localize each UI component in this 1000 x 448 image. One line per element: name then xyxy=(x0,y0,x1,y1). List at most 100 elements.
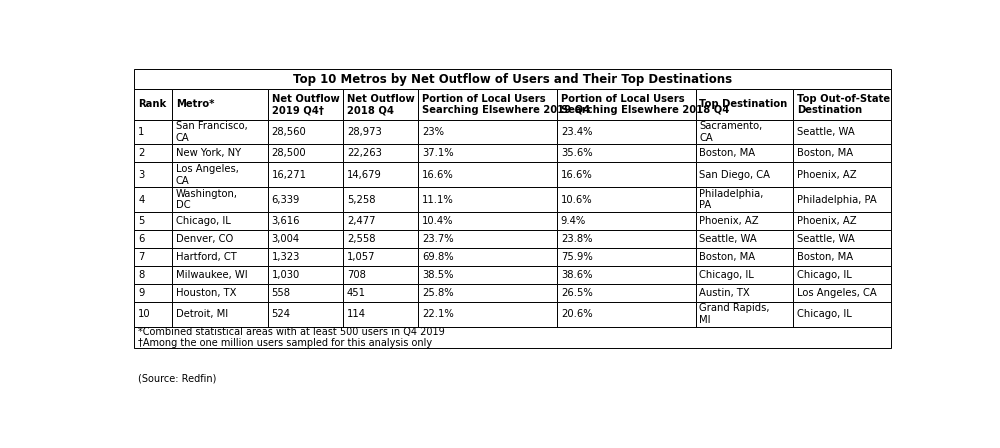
Bar xyxy=(696,89,793,120)
Bar xyxy=(557,212,696,230)
Text: 114: 114 xyxy=(347,309,366,319)
Bar xyxy=(172,120,268,145)
Text: 8: 8 xyxy=(138,270,144,280)
Text: 28,500: 28,500 xyxy=(272,148,306,159)
Bar xyxy=(696,230,793,248)
Bar xyxy=(557,145,696,163)
Text: Austin, TX: Austin, TX xyxy=(699,288,750,298)
Text: 1,323: 1,323 xyxy=(272,252,300,262)
Text: 20.6%: 20.6% xyxy=(561,309,592,319)
Text: 2,558: 2,558 xyxy=(347,234,375,244)
Bar xyxy=(134,266,172,284)
Text: Grand Rapids,
MI: Grand Rapids, MI xyxy=(699,303,770,325)
Text: Boston, MA: Boston, MA xyxy=(699,148,756,159)
Text: 3,616: 3,616 xyxy=(272,216,300,226)
Bar xyxy=(343,187,418,212)
Text: 16.6%: 16.6% xyxy=(422,170,454,180)
Bar xyxy=(172,284,268,302)
Bar xyxy=(343,120,418,145)
Bar xyxy=(268,302,343,327)
Bar xyxy=(557,187,696,212)
Text: Boston, MA: Boston, MA xyxy=(797,252,853,262)
Text: Sacramento,
CA: Sacramento, CA xyxy=(699,121,763,143)
Text: 524: 524 xyxy=(272,309,291,319)
Text: Chicago, IL: Chicago, IL xyxy=(699,270,754,280)
Bar xyxy=(696,302,793,327)
Bar xyxy=(793,187,891,212)
Text: Chicago, IL: Chicago, IL xyxy=(797,270,852,280)
Bar xyxy=(418,248,557,266)
Bar xyxy=(134,145,172,163)
Bar xyxy=(172,187,268,212)
Bar xyxy=(793,266,891,284)
Bar xyxy=(696,163,793,187)
Bar xyxy=(343,230,418,248)
Text: Portion of Local Users
Searching Elsewhere 2019 Q4: Portion of Local Users Searching Elsewhe… xyxy=(422,94,591,115)
Text: 22,263: 22,263 xyxy=(347,148,382,159)
Bar xyxy=(343,248,418,266)
Bar xyxy=(418,212,557,230)
Bar xyxy=(268,120,343,145)
Text: Detroit, MI: Detroit, MI xyxy=(176,309,228,319)
Text: Rank: Rank xyxy=(138,99,166,109)
Text: San Diego, CA: San Diego, CA xyxy=(699,170,770,180)
Bar xyxy=(343,266,418,284)
Bar xyxy=(343,212,418,230)
Bar xyxy=(172,266,268,284)
Text: Phoenix, AZ: Phoenix, AZ xyxy=(797,170,857,180)
Text: 1,057: 1,057 xyxy=(347,252,375,262)
Text: 5: 5 xyxy=(138,216,145,226)
Text: Portion of Local Users
Searching Elsewhere 2018 Q4: Portion of Local Users Searching Elsewhe… xyxy=(561,94,729,115)
Text: 10.6%: 10.6% xyxy=(561,195,592,205)
Text: 5,258: 5,258 xyxy=(347,195,375,205)
Bar xyxy=(343,145,418,163)
Text: 1,030: 1,030 xyxy=(272,270,300,280)
Text: 11.1%: 11.1% xyxy=(422,195,454,205)
Text: Top Out-of-State
Destination: Top Out-of-State Destination xyxy=(797,94,890,115)
Bar xyxy=(172,163,268,187)
Text: 23.4%: 23.4% xyxy=(561,127,592,137)
Bar xyxy=(557,163,696,187)
Text: New York, NY: New York, NY xyxy=(176,148,241,159)
Text: Seattle, WA: Seattle, WA xyxy=(699,234,757,244)
Bar xyxy=(172,248,268,266)
Bar xyxy=(793,248,891,266)
Text: 9: 9 xyxy=(138,288,145,298)
Text: Boston, MA: Boston, MA xyxy=(699,252,756,262)
Bar xyxy=(268,212,343,230)
Text: 9.4%: 9.4% xyxy=(561,216,586,226)
Text: 451: 451 xyxy=(347,288,366,298)
Bar xyxy=(793,302,891,327)
Text: 38.5%: 38.5% xyxy=(422,270,454,280)
Bar xyxy=(793,89,891,120)
Bar xyxy=(268,145,343,163)
Bar xyxy=(696,248,793,266)
Text: Boston, MA: Boston, MA xyxy=(797,148,853,159)
Text: 35.6%: 35.6% xyxy=(561,148,592,159)
Bar xyxy=(696,145,793,163)
Text: 2: 2 xyxy=(138,148,145,159)
Bar xyxy=(793,212,891,230)
Text: 25.8%: 25.8% xyxy=(422,288,454,298)
Bar xyxy=(134,187,172,212)
Text: 6: 6 xyxy=(138,234,145,244)
Text: Seattle, WA: Seattle, WA xyxy=(797,234,855,244)
Bar xyxy=(696,187,793,212)
Text: 3,004: 3,004 xyxy=(272,234,300,244)
Bar xyxy=(557,284,696,302)
Bar xyxy=(557,302,696,327)
Bar xyxy=(268,266,343,284)
Bar xyxy=(172,230,268,248)
Text: 38.6%: 38.6% xyxy=(561,270,592,280)
Bar xyxy=(557,89,696,120)
Bar xyxy=(418,145,557,163)
Text: San Francisco,
CA: San Francisco, CA xyxy=(176,121,248,143)
Bar xyxy=(696,284,793,302)
Text: Milwaukee, WI: Milwaukee, WI xyxy=(176,270,247,280)
Text: *Combined statistical areas with at least 500 users in Q4 2019
†Among the one mi: *Combined statistical areas with at leas… xyxy=(138,327,445,348)
Bar xyxy=(172,89,268,120)
Text: 10: 10 xyxy=(138,309,151,319)
Text: 22.1%: 22.1% xyxy=(422,309,454,319)
Text: Phoenix, AZ: Phoenix, AZ xyxy=(699,216,759,226)
Bar xyxy=(696,212,793,230)
